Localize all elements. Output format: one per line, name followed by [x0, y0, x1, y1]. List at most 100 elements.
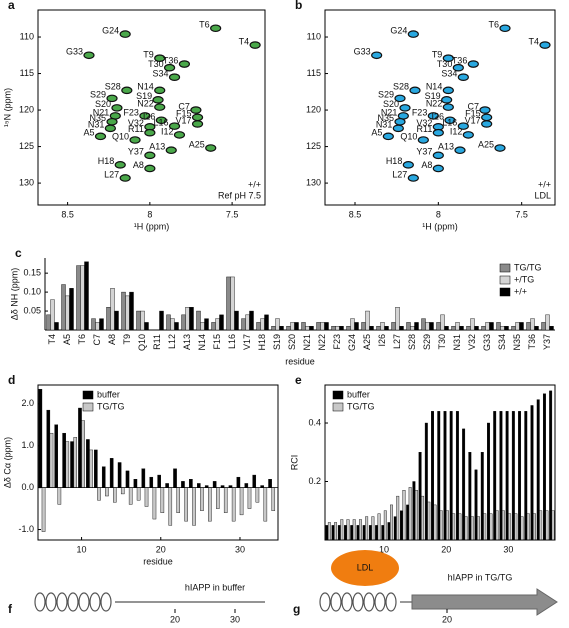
y-tick-label: 130 [306, 177, 321, 187]
peak [402, 161, 414, 169]
bar [414, 322, 419, 331]
peak [152, 96, 164, 104]
residue-tick-label: 20 [170, 614, 180, 624]
peak-label: T36 [452, 55, 468, 65]
x-tick-label: V17 [242, 334, 252, 350]
x-tick-label: A8 [107, 334, 117, 345]
x-tick-label: L27 [392, 334, 402, 349]
peak [479, 106, 491, 114]
diagram-label: hIAPP in TG/TG [448, 572, 513, 582]
bar [181, 481, 185, 488]
peak [191, 120, 204, 128]
bar [245, 314, 250, 331]
bar [452, 513, 456, 541]
bar [429, 322, 434, 331]
x-tick-label: S34 [497, 334, 507, 350]
bar [231, 487, 236, 522]
peak [392, 124, 404, 133]
y-tick-label: 0.10 [23, 286, 41, 296]
legend-label: +/+ [514, 286, 527, 296]
bar [271, 487, 276, 511]
bar [106, 307, 111, 331]
bar [49, 432, 54, 488]
peak-label: T30 [437, 59, 453, 69]
peak [432, 151, 444, 160]
bar [174, 322, 179, 331]
peak [154, 103, 166, 111]
peak [427, 112, 439, 120]
bar [365, 516, 369, 541]
bar [334, 522, 338, 541]
peak-label: V32 [128, 118, 144, 128]
panel-label: d [8, 373, 15, 387]
bar [200, 322, 205, 331]
x-tick-label: A13 [182, 334, 192, 350]
bar [390, 504, 393, 541]
y-tick-label: 110 [20, 31, 34, 41]
x-tick-label: N31 [452, 334, 462, 351]
bar [230, 276, 235, 331]
bar [268, 479, 272, 488]
peak-label: A5 [83, 128, 94, 138]
bar [474, 469, 478, 541]
bar [327, 522, 331, 541]
x-tick-label: 10 [379, 544, 389, 554]
peak-label: S20 [383, 99, 399, 109]
peak [178, 60, 190, 68]
bar [136, 487, 141, 501]
bar [152, 487, 157, 520]
bar [211, 322, 216, 331]
bar [65, 441, 70, 488]
bar [81, 420, 85, 488]
helix-turn [319, 592, 331, 612]
peak-label: L27 [392, 169, 407, 179]
peak-label: N21 [93, 107, 110, 117]
x-tick-label: S29 [422, 334, 432, 350]
peak [394, 117, 406, 126]
bar [496, 322, 501, 331]
peak [539, 41, 551, 49]
bar [387, 522, 391, 541]
y-axis-label: Δδ Cα (ppm) [2, 437, 12, 488]
helix-turn [89, 592, 101, 612]
bar [189, 307, 194, 331]
peak [104, 124, 116, 133]
bar [57, 487, 62, 505]
bar [533, 513, 536, 541]
legend-swatch [499, 287, 511, 297]
bar [249, 310, 254, 331]
bar [425, 322, 430, 331]
bar [86, 439, 90, 488]
peak-label: V17 [176, 115, 192, 125]
x-tick-label: T4 [47, 334, 57, 345]
peak [407, 30, 419, 38]
legend-label: +/TG [514, 274, 534, 284]
bar [443, 411, 447, 541]
bar [408, 487, 412, 541]
bar [200, 487, 204, 511]
peak-label: T4 [528, 36, 539, 46]
peak-label: C7 [467, 101, 479, 111]
legend-swatch [499, 275, 511, 285]
bar [346, 326, 351, 331]
helix-turn [341, 592, 353, 612]
bar [395, 307, 400, 331]
bar [94, 449, 98, 488]
bar [534, 326, 539, 331]
peak-label: G24 [102, 25, 119, 35]
peak-label: S29 [90, 90, 106, 100]
bar [551, 510, 555, 541]
peak [249, 41, 261, 49]
plot-frame [37, 384, 279, 541]
bar [427, 501, 431, 541]
x-tick-label: L12 [167, 334, 177, 349]
peak [467, 60, 479, 68]
x-tick-label: T36 [527, 334, 537, 350]
plot-frame [37, 9, 266, 206]
peak [409, 86, 421, 95]
peak [417, 136, 429, 144]
peak-label: Q10 [112, 131, 129, 141]
peak-label: Q10 [400, 131, 417, 141]
bar [125, 470, 130, 488]
bar [125, 295, 130, 331]
